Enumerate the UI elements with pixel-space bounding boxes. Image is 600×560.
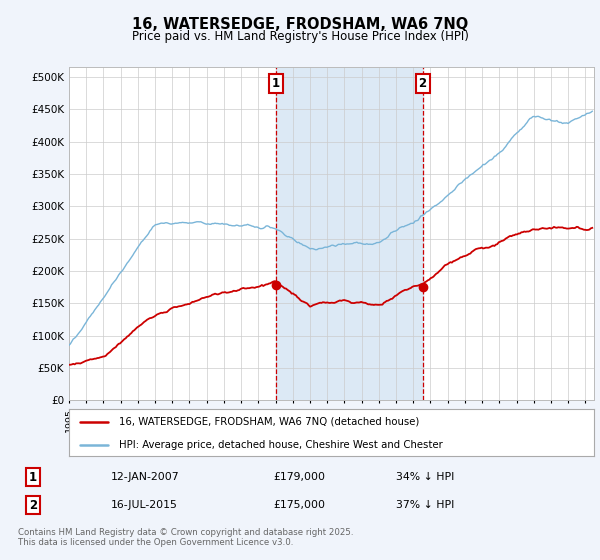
Bar xyxy=(276,67,422,400)
Text: £179,000: £179,000 xyxy=(273,472,325,482)
Text: HPI: Average price, detached house, Cheshire West and Chester: HPI: Average price, detached house, Ches… xyxy=(119,440,443,450)
Text: 1: 1 xyxy=(29,470,37,484)
Text: 2: 2 xyxy=(418,77,427,90)
Text: 2: 2 xyxy=(29,498,37,512)
Text: 1: 1 xyxy=(272,77,280,90)
Text: 16, WATERSEDGE, FRODSHAM, WA6 7NQ (detached house): 16, WATERSEDGE, FRODSHAM, WA6 7NQ (detac… xyxy=(119,417,419,427)
Text: Contains HM Land Registry data © Crown copyright and database right 2025.
This d: Contains HM Land Registry data © Crown c… xyxy=(18,528,353,547)
Text: 34% ↓ HPI: 34% ↓ HPI xyxy=(396,472,454,482)
Text: 16, WATERSEDGE, FRODSHAM, WA6 7NQ: 16, WATERSEDGE, FRODSHAM, WA6 7NQ xyxy=(132,17,468,31)
Text: 12-JAN-2007: 12-JAN-2007 xyxy=(111,472,179,482)
Text: Price paid vs. HM Land Registry's House Price Index (HPI): Price paid vs. HM Land Registry's House … xyxy=(131,30,469,43)
Text: 16-JUL-2015: 16-JUL-2015 xyxy=(111,500,178,510)
Text: £175,000: £175,000 xyxy=(273,500,325,510)
Text: 37% ↓ HPI: 37% ↓ HPI xyxy=(396,500,454,510)
